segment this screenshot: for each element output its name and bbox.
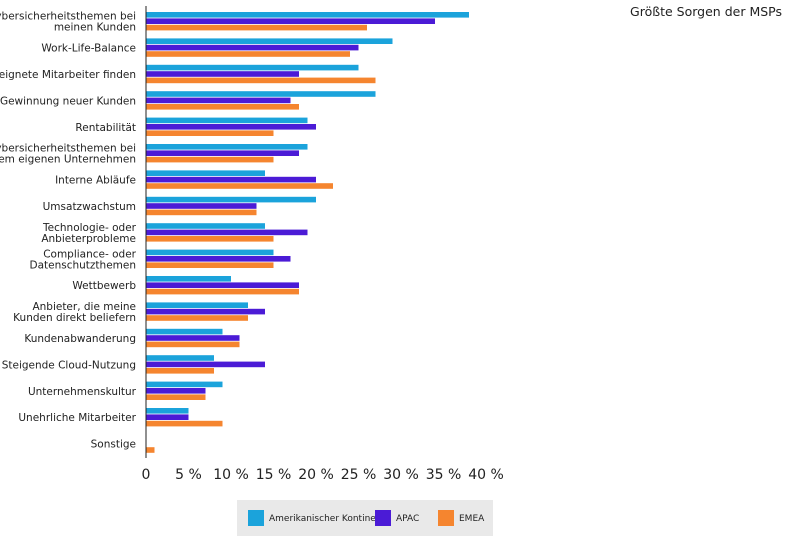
bar-1-series-3: [146, 24, 367, 31]
bar-7-series-3: [146, 183, 333, 189]
bar-6-series-2: [146, 150, 299, 156]
x-tick-label-8: 35 %: [426, 467, 462, 483]
bar-14-series-2: [146, 361, 265, 368]
x-tick-label-3: 10 %: [213, 467, 249, 483]
category-label-16-line-1: Unehrliche Mitarbeiter: [18, 412, 136, 424]
category-label-8-line-1: Umsatzwachstum: [43, 201, 136, 213]
category-label-2-line-1: Work-Life-Balance: [41, 43, 136, 55]
category-label-7-line-1: Interne Abläufe: [55, 175, 136, 187]
category-label-17-line-1: Sonstige: [91, 439, 136, 451]
bar-2-series-1: [146, 38, 393, 44]
category-label-4-line-1: Gewinnung neuer Kunden: [0, 95, 136, 107]
legend-swatch-3: [438, 510, 454, 526]
category-label-14-line-1: Steigende Cloud-Nutzung: [2, 359, 136, 371]
bar-10-series-3: [146, 262, 274, 268]
category-label-12-line-1: Anbieter, die meine: [32, 301, 136, 313]
bar-12-series-2: [146, 308, 265, 315]
x-tick-label-5: 20 %: [298, 467, 334, 483]
category-label-3-line-1: Geeignete Mitarbeiter finden: [0, 69, 136, 81]
bar-5-series-1: [146, 117, 308, 124]
bar-16-series-3: [146, 420, 223, 427]
category-label-1-line-1: Cybersicherheitsthemen bei: [0, 11, 136, 23]
bar-11-series-2: [146, 282, 299, 288]
x-tick-label-7: 30 %: [383, 467, 419, 483]
bar-13-series-3: [146, 341, 240, 348]
bar-14-series-3: [146, 368, 214, 374]
bar-7-series-1: [146, 170, 265, 176]
category-label-1-line-2: meinen Kunden: [54, 22, 136, 34]
x-tick-label-1: 0: [142, 467, 151, 483]
x-tick-label-9: 40 %: [468, 467, 504, 483]
bar-12-series-3: [146, 315, 248, 321]
bars: [146, 12, 469, 453]
bar-4-series-1: [146, 91, 376, 97]
legend-items: Amerikanischer Kontinent APAC EMEA: [248, 510, 485, 526]
bar-1-series-2: [146, 18, 435, 24]
category-label-9-line-2: Anbieterprobleme: [41, 233, 136, 245]
x-tick-label-6: 25 %: [341, 467, 377, 483]
bar-6-series-3: [146, 156, 274, 163]
x-axis-ticks: 0 5 % 10 % 15 % 20 % 25 % 30 % 35 % 40 %: [142, 467, 504, 483]
category-label-6-line-2: meinem eigenen Unternehmen: [0, 154, 136, 166]
bar-5-series-3: [146, 130, 274, 136]
bar-2-series-3: [146, 51, 350, 57]
category-label-11-line-1: Wettbewerb: [72, 280, 136, 292]
bar-3-series-3: [146, 77, 376, 84]
category-label-15-line-1: Unternehmenskultur: [28, 386, 137, 398]
bar-9-series-2: [146, 229, 308, 236]
bar-5-series-2: [146, 124, 316, 130]
bar-3-series-1: [146, 64, 359, 71]
bar-1-series-1: [146, 12, 469, 18]
bar-9-series-3: [146, 236, 274, 242]
legend: Amerikanischer Kontinent APAC EMEA: [237, 500, 493, 536]
bar-6-series-1: [146, 144, 308, 150]
category-label-6-line-1: Cybersicherheitsthemen bei: [0, 143, 136, 155]
bar-15-series-1: [146, 381, 223, 388]
bar-17-series-3: [146, 447, 155, 453]
bar-16-series-2: [146, 414, 189, 420]
bar-14-series-1: [146, 355, 214, 361]
bar-16-series-1: [146, 408, 189, 414]
category-label-9-line-1: Technologie- oder: [42, 222, 137, 234]
category-label-5-line-1: Rentabilität: [75, 122, 136, 134]
category-label-10-line-2: Datenschutzthemen: [29, 259, 136, 271]
bar-15-series-2: [146, 388, 206, 394]
legend-label-2: APAC: [396, 514, 419, 524]
bar-8-series-2: [146, 203, 257, 209]
bar-15-series-3: [146, 394, 206, 400]
legend-label-1: Amerikanischer Kontinent: [269, 514, 386, 524]
chart-title: Größte Sorgen der MSPs: [630, 4, 782, 19]
bar-11-series-3: [146, 288, 299, 295]
bar-12-series-1: [146, 302, 248, 308]
bar-4-series-2: [146, 97, 291, 104]
legend-swatch-1: [248, 510, 264, 526]
bar-8-series-1: [146, 196, 316, 203]
bar-10-series-2: [146, 256, 291, 262]
bar-13-series-1: [146, 328, 223, 335]
x-tick-label-2: 5 %: [175, 467, 202, 483]
legend-swatch-2: [375, 510, 391, 526]
category-label-12-line-2: Kunden direkt beliefern: [13, 312, 136, 324]
legend-label-3: EMEA: [459, 514, 485, 524]
bar-13-series-2: [146, 335, 240, 341]
category-label-13-line-1: Kundenabwanderung: [24, 333, 136, 345]
bar-3-series-2: [146, 71, 299, 77]
category-label-10-line-1: Compliance- oder: [43, 248, 136, 260]
x-tick-label-4: 15 %: [256, 467, 292, 483]
bar-4-series-3: [146, 104, 299, 110]
bar-2-series-2: [146, 44, 359, 51]
bar-10-series-1: [146, 249, 274, 256]
bar-8-series-3: [146, 209, 257, 216]
bar-9-series-1: [146, 223, 265, 229]
bar-7-series-2: [146, 176, 316, 183]
bar-11-series-1: [146, 276, 231, 282]
